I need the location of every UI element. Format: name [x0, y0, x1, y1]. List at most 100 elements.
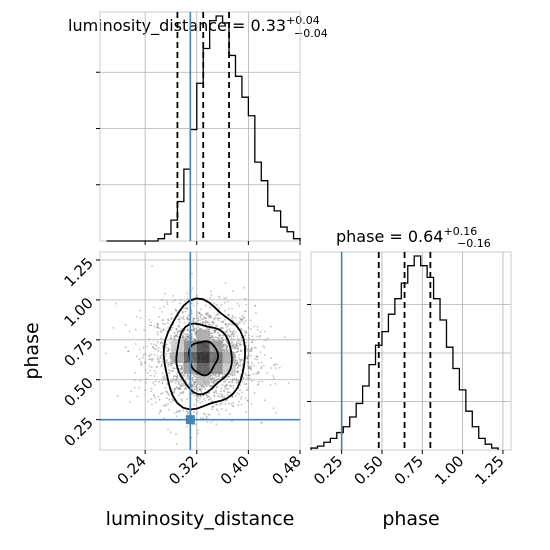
scatter-point — [167, 318, 169, 321]
scatter-point — [264, 339, 267, 342]
scatter-point — [270, 325, 272, 328]
scatter-point — [181, 317, 184, 320]
scatter-point — [177, 382, 180, 385]
scatter-point — [225, 349, 228, 352]
scatter-point — [213, 331, 216, 334]
scatter-point — [213, 382, 215, 385]
scatter-point — [193, 337, 196, 340]
scatter-point — [224, 309, 226, 312]
scatter-point — [177, 315, 180, 317]
scatter-point — [161, 311, 164, 313]
scatter-point — [185, 387, 188, 390]
scatter-point — [246, 357, 249, 360]
scatter-point — [231, 396, 234, 398]
scatter-point — [210, 316, 213, 319]
scatter-point — [171, 327, 174, 329]
scatter-point — [243, 322, 245, 325]
scatter-point — [252, 338, 254, 341]
scatter-point — [181, 364, 184, 367]
scatter-point — [235, 346, 238, 349]
scatter-point — [212, 329, 215, 332]
scatter-point — [215, 423, 218, 426]
scatter-point — [168, 393, 170, 396]
scatter-point — [184, 300, 187, 303]
scatter-point — [224, 387, 227, 390]
scatter-point — [149, 374, 152, 377]
scatter-point — [209, 323, 211, 326]
scatter-point — [170, 379, 173, 382]
scatter-point — [217, 295, 220, 298]
scatter-point — [173, 367, 175, 370]
scatter-point — [190, 336, 193, 339]
scatter-point — [178, 387, 181, 390]
scatter-point — [257, 380, 260, 383]
scatter-point — [238, 354, 241, 356]
scatter-point — [191, 333, 193, 335]
scatter-point — [213, 376, 216, 379]
scatter-point — [236, 302, 239, 305]
scatter-point — [175, 327, 178, 330]
scatter-point — [251, 380, 253, 382]
scatter-point — [181, 336, 184, 339]
scatter-point — [256, 325, 259, 328]
scatter-point — [168, 371, 171, 374]
scatter-point — [263, 354, 266, 356]
scatter-point — [226, 349, 229, 352]
scatter-point — [251, 362, 253, 365]
scatter-point — [220, 395, 223, 398]
density-cell — [170, 351, 184, 363]
scatter-point — [204, 388, 207, 390]
scatter-point — [139, 380, 142, 382]
scatter-point — [198, 385, 201, 388]
scatter-point — [187, 411, 190, 414]
scatter-point — [217, 375, 220, 377]
scatter-point — [162, 305, 165, 308]
scatter-point — [217, 336, 220, 339]
scatter-point — [193, 383, 196, 386]
scatter-point — [213, 339, 215, 341]
scatter-point — [162, 319, 165, 321]
scatter-point — [212, 381, 215, 383]
scatter-point — [190, 386, 193, 389]
scatter-point — [175, 334, 178, 337]
scatter-point — [210, 290, 212, 293]
scatter-point — [225, 340, 228, 343]
scatter-point — [207, 395, 210, 398]
scatter-point — [182, 332, 185, 334]
scatter-point — [116, 394, 119, 397]
scatter-point — [175, 309, 178, 312]
scatter-point — [166, 391, 169, 394]
scatter-point — [192, 317, 195, 320]
scatter-point — [257, 383, 260, 385]
scatter-point — [221, 336, 224, 339]
scatter-point — [199, 395, 202, 397]
scatter-point — [181, 373, 184, 375]
scatter-point — [169, 354, 172, 357]
scatter-point — [191, 376, 194, 379]
scatter-point — [230, 385, 233, 388]
scatter-point — [217, 395, 219, 397]
scatter-point — [232, 316, 235, 319]
scatter-point — [212, 405, 215, 408]
scatter-point — [229, 330, 231, 332]
scatter-point — [236, 366, 239, 369]
scatter-point — [237, 370, 240, 373]
scatter-point — [243, 286, 246, 289]
scatter-point — [185, 338, 187, 340]
scatter-point — [162, 322, 164, 325]
scatter-point — [224, 323, 227, 326]
scatter-point — [223, 373, 226, 376]
scatter-point — [213, 377, 216, 380]
scatter-point — [233, 377, 236, 380]
scatter-point — [231, 331, 234, 334]
scatter-point — [240, 403, 243, 406]
scatter-point — [182, 334, 185, 337]
scatter-point — [139, 348, 141, 351]
scatter-point — [249, 319, 252, 322]
scatter-point — [231, 333, 233, 336]
scatter-point — [201, 385, 204, 387]
scatter-point — [163, 417, 166, 420]
scatter-point — [181, 367, 183, 369]
scatter-point — [214, 380, 217, 383]
scatter-point — [247, 374, 250, 376]
